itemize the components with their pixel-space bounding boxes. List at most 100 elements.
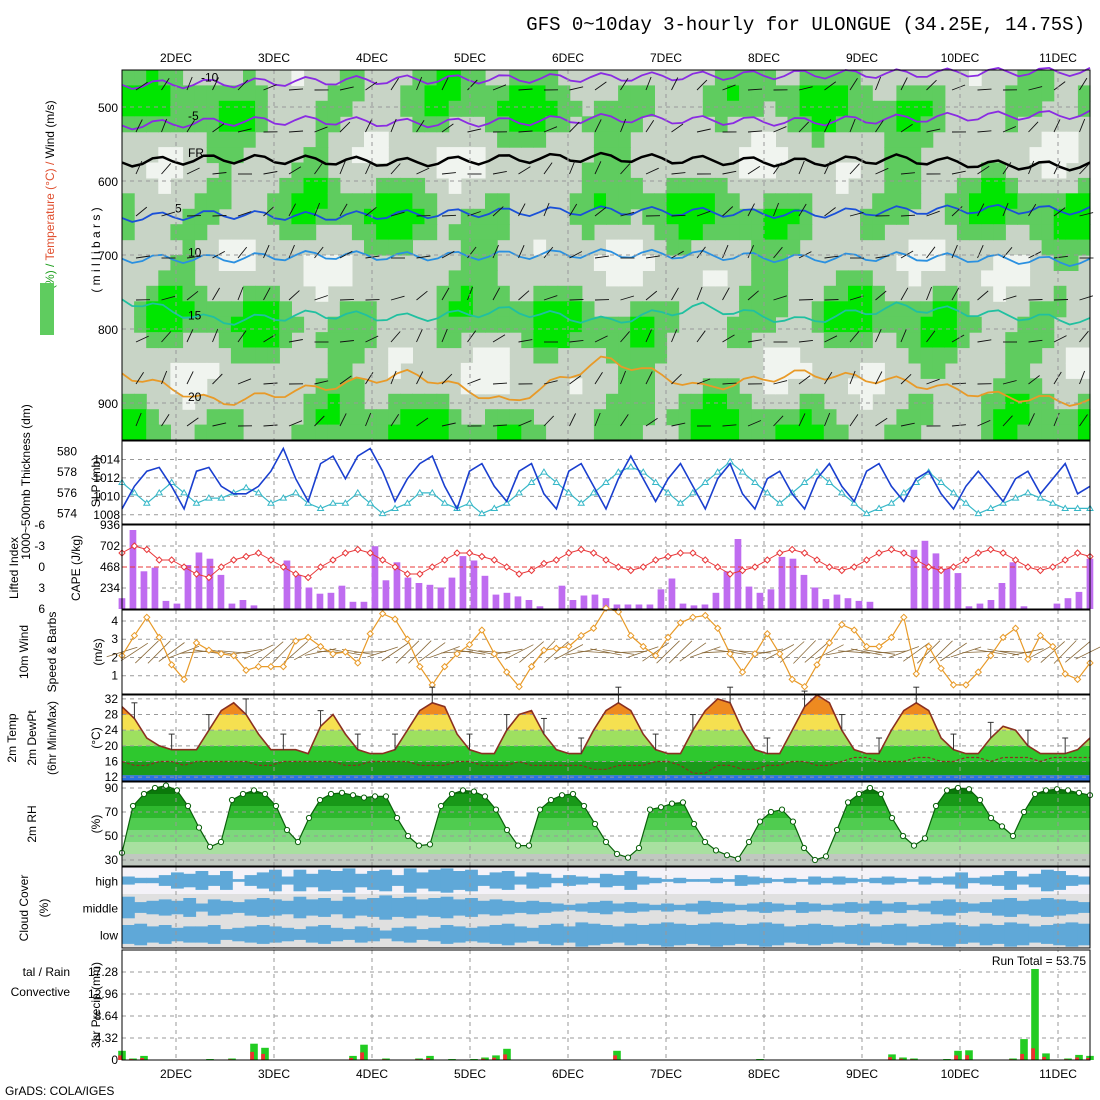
rh-cell	[739, 393, 752, 410]
rh-cell	[230, 239, 244, 256]
precip-total-bar	[250, 1043, 258, 1060]
rh-cell	[884, 100, 897, 117]
wind-barb	[1028, 375, 1040, 385]
rh-cell	[243, 239, 256, 256]
thickness-tick: 574	[57, 507, 77, 521]
rh-cell	[775, 193, 789, 210]
wind-barb	[668, 640, 693, 664]
lifted-marker	[676, 549, 685, 557]
wind-barb	[722, 382, 737, 385]
rh-cell	[1041, 424, 1055, 441]
rh-cell	[606, 193, 619, 210]
cape-bar	[228, 603, 236, 609]
rh-cell	[279, 193, 292, 210]
rh-cell	[412, 393, 426, 410]
rh-cell	[315, 424, 329, 441]
rh-cell	[243, 255, 256, 271]
wind-speed-marker	[862, 642, 871, 651]
rh-cell	[339, 362, 353, 379]
wind-barb	[467, 286, 474, 301]
rh-cell	[811, 316, 825, 333]
cloud-cell	[1028, 926, 1042, 943]
wind-barb	[569, 203, 578, 217]
rh-cell	[122, 224, 135, 241]
rh-cell	[412, 224, 426, 241]
rh-cell	[702, 85, 716, 102]
rh-cell	[1065, 239, 1079, 256]
wind-barb	[467, 246, 477, 259]
thickness-marker	[676, 499, 685, 506]
precip-convective-bar	[1075, 1057, 1079, 1060]
thickness-marker	[1061, 504, 1070, 511]
cloud-cell	[207, 925, 221, 944]
cloud-cell	[844, 902, 858, 913]
thickness-marker	[850, 499, 859, 506]
rh2m-marker	[382, 793, 390, 800]
cloud-cell	[501, 923, 515, 946]
wind-barb	[467, 128, 482, 133]
wind-barb	[161, 370, 168, 385]
cloud-cell	[624, 871, 638, 890]
rh-cell	[763, 224, 776, 241]
cape-bar	[624, 604, 632, 609]
lifted-marker	[713, 563, 722, 571]
date-tick-top: 8DEC	[748, 51, 780, 65]
rh-cell	[1029, 332, 1043, 349]
rh-cell	[630, 255, 643, 271]
rh-cell	[739, 85, 752, 102]
rh-cell	[811, 301, 825, 318]
cloud-cell	[587, 923, 601, 946]
cloud-cell	[514, 902, 527, 913]
cloud-row-label: high	[95, 875, 118, 889]
wind-barb	[390, 295, 405, 301]
rh-cell	[533, 316, 547, 333]
rh-cell	[182, 270, 196, 287]
rh-cell	[134, 116, 147, 133]
rh-cell	[606, 162, 619, 179]
wind-barb	[1028, 160, 1035, 175]
precip-convective-bar	[349, 1058, 353, 1060]
cape-bar	[151, 567, 159, 609]
rh2m-marker	[712, 847, 720, 854]
rh-cell	[920, 332, 934, 349]
rh-cell	[1065, 362, 1079, 379]
wind-barb	[467, 330, 477, 343]
rh-cell	[472, 362, 486, 379]
rh-cell	[908, 332, 922, 349]
wind-barb	[135, 255, 150, 259]
rh-cell	[581, 162, 595, 179]
rh-cell	[630, 362, 643, 379]
cloud-cell	[465, 898, 478, 917]
wind-barb	[314, 295, 328, 301]
wind-barb	[671, 422, 686, 427]
rh-cell	[630, 239, 643, 256]
rh-cell	[811, 131, 825, 148]
rh-cell	[896, 424, 910, 441]
temp-axis-label: 2m Temp	[5, 713, 19, 762]
wind-barb	[977, 419, 991, 427]
rh-cell	[255, 332, 268, 349]
thickness-marker	[813, 468, 821, 475]
rh-cell	[606, 100, 619, 117]
thickness-marker	[751, 478, 759, 485]
rh-cell	[170, 316, 184, 333]
rh-cell	[497, 131, 510, 148]
rh-cell	[727, 393, 740, 410]
rh-cell	[351, 347, 365, 364]
rh-cell	[678, 224, 692, 241]
rh2m-marker	[690, 820, 698, 828]
precip-legend-convective: Convective	[11, 985, 71, 999]
rh-cell	[545, 332, 559, 349]
rh-cell	[835, 177, 849, 194]
cloud-cell	[232, 902, 246, 913]
precip-axis-label: 3hr Precip (mm)	[89, 962, 103, 1048]
cloud-cell	[918, 925, 932, 944]
wind-barb	[416, 167, 430, 175]
wind-barb	[518, 130, 533, 133]
rh-cell	[339, 270, 353, 287]
wind-barb	[951, 334, 965, 343]
wind-barb	[135, 206, 148, 217]
wind-speed-marker	[279, 662, 288, 671]
rh-cell	[1065, 131, 1079, 148]
